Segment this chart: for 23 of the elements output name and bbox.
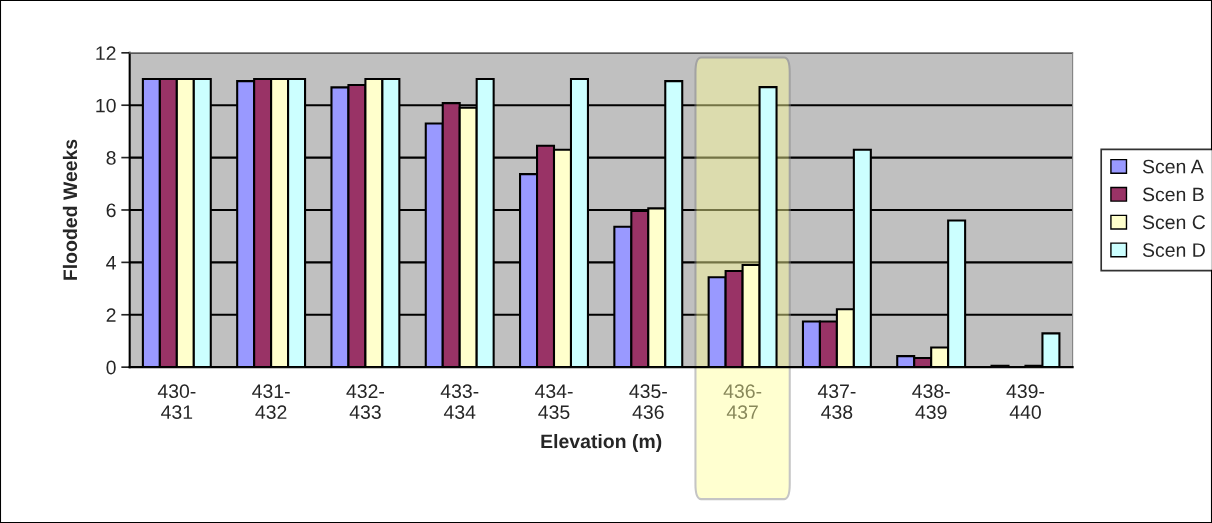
- legend-label: Scen B: [1142, 187, 1204, 202]
- y-tick-label: 12: [96, 46, 116, 60]
- x-tick-label: 438- 439: [912, 384, 950, 420]
- x-tick-label: 437- 438: [817, 384, 856, 420]
- x-tick-label: 435- 436: [629, 384, 667, 420]
- x-tick-label: 431- 432: [252, 384, 290, 420]
- y-tick-label: 2: [106, 308, 116, 322]
- x-tick-label: 439- 440: [1006, 384, 1045, 420]
- x-tick-label: 430- 431: [157, 384, 196, 420]
- y-tick-label: 4: [106, 256, 116, 270]
- x-tick-label: 432- 433: [346, 384, 385, 420]
- x-axis-title: Elevation (m): [541, 433, 662, 453]
- y-tick-label: 10: [96, 98, 116, 113]
- x-tick-label: 434- 435: [535, 384, 573, 420]
- legend-label: Scen C: [1142, 215, 1206, 230]
- x-tick-label: 436- 437: [723, 384, 762, 420]
- y-tick-label: 0: [106, 360, 116, 375]
- y-tick-label: 6: [106, 203, 116, 218]
- y-axis-title: Flooded Weeks: [62, 139, 78, 280]
- x-tick-label: 433- 434: [440, 384, 479, 420]
- legend-label: Scen A: [1142, 159, 1204, 174]
- y-tick-label: 8: [106, 151, 116, 165]
- legend-label: Scen D: [1142, 243, 1205, 257]
